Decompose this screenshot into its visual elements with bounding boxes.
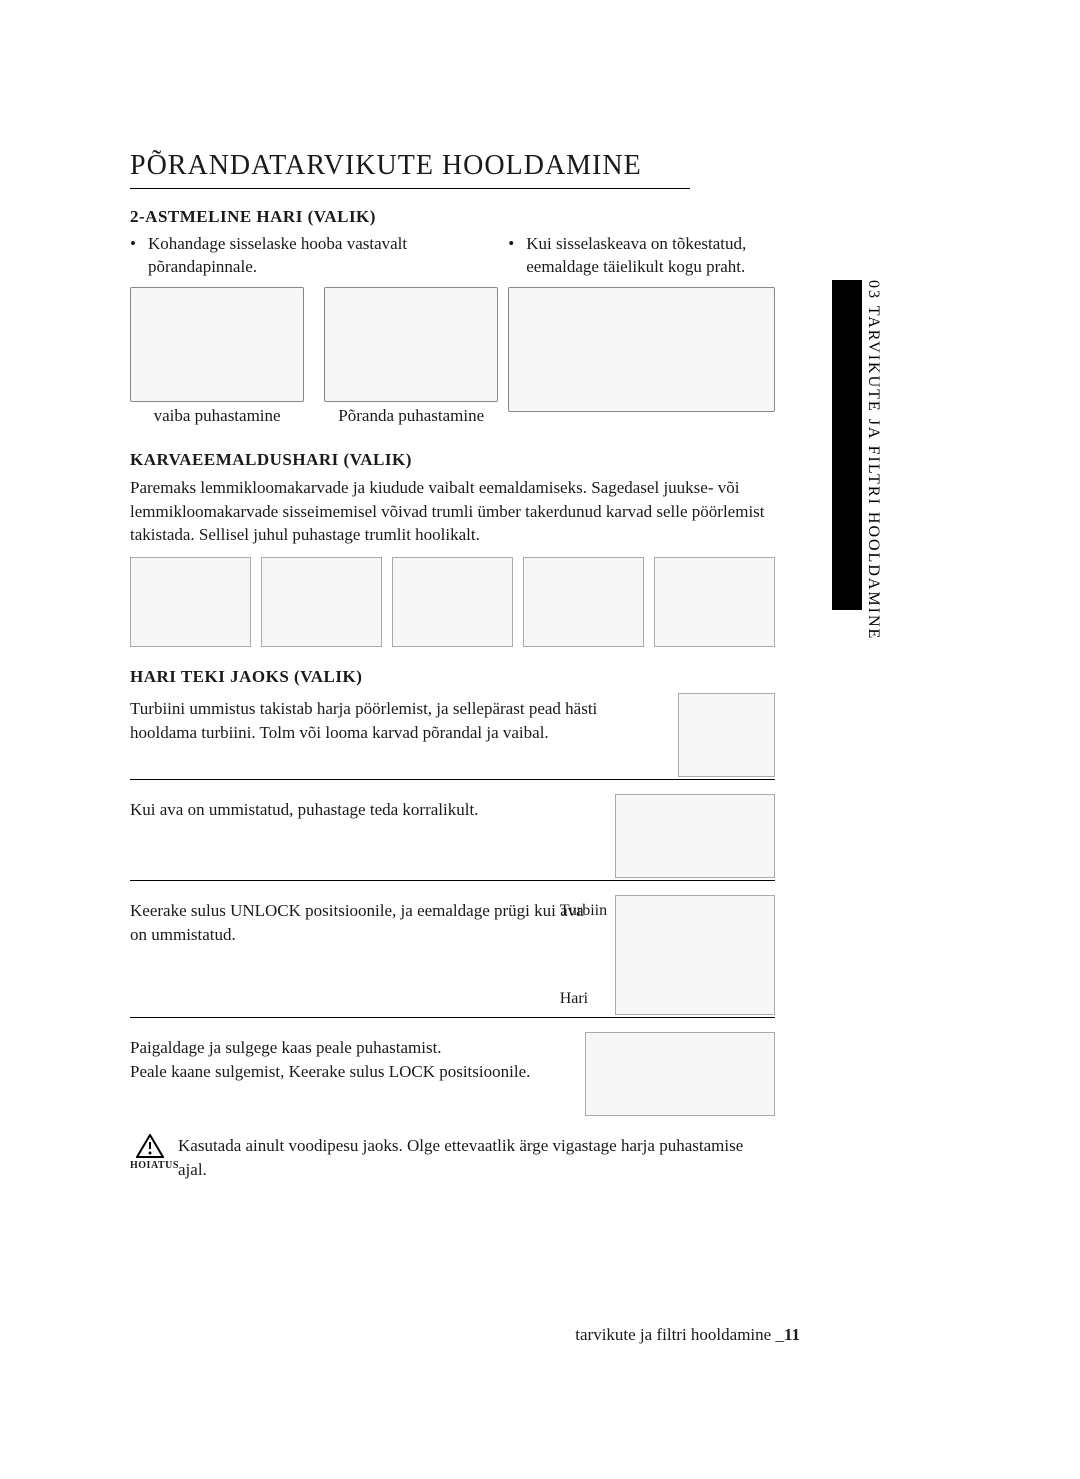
illustration-lock-cover: [585, 1032, 775, 1116]
warning-text: Kasutada ainult voodipesu jaoks. Olge et…: [178, 1134, 775, 1182]
illustration-turbine-brush: [678, 693, 775, 777]
step-row: Paigaldage ja sulgege kaas peale puhasta…: [130, 1032, 775, 1118]
manual-page: 03 TARVIKUTE JA FILTRI HOOLDAMINE PÕRAND…: [0, 0, 1080, 1479]
page-footer: tarvikute ja filtri hooldamine _11: [575, 1325, 800, 1345]
image-label-bottom: Hari: [560, 990, 588, 1008]
content-area: 2-ASTMELINE HARI (VALIK) • Kohandage sis…: [130, 207, 775, 1182]
step-text: Keerake sulus UNLOCK positsioonile, ja e…: [130, 895, 605, 1015]
bullet-dot: •: [130, 233, 138, 279]
section2-body: Paremaks lemmikloomakarvade ja kiudude v…: [130, 476, 775, 547]
section3-heading: HARI TEKI JAOKS (VALIK): [130, 667, 775, 687]
caption-row: vaiba puhastamine Põranda puhastamine: [130, 406, 498, 426]
warning-tag: HOIATUS: [130, 1160, 170, 1171]
warning-icon-block: HOIATUS: [130, 1134, 170, 1182]
caption-right: Põranda puhastamine: [324, 406, 498, 426]
step-text: Kui ava on ummistatud, puhastage teda ko…: [130, 794, 605, 878]
step-row: Kui ava on ummistatud, puhastage teda ko…: [130, 794, 775, 881]
step-row: Turbiini ummistus takistab harja pöörlem…: [130, 693, 775, 780]
illustration-clean-opening: [615, 794, 775, 878]
step-text: Paigaldage ja sulgege kaas peale puhasta…: [130, 1032, 575, 1116]
bullet-dot: •: [508, 233, 516, 279]
illustration-pet-brush-step: [130, 557, 251, 647]
image-row: [130, 287, 498, 402]
section1-heading: 2-ASTMELINE HARI (VALIK): [130, 207, 775, 227]
bullet-text: Kui sisselaskeava on tõkestatud, eemalda…: [526, 233, 775, 279]
section2-heading: KARVAEEMALDUSHARI (VALIK): [130, 450, 775, 470]
warning-block: HOIATUS Kasutada ainult voodipesu jaoks.…: [130, 1134, 775, 1182]
illustration-pet-brush-step: [654, 557, 775, 647]
section-tab-label: 03 TARVIKUTE JA FILTRI HOOLDAMINE: [864, 280, 882, 640]
illustration-unlock-turbine: Turbiin Hari: [615, 895, 775, 1015]
section-tab: [832, 280, 862, 610]
illustration-clear-inlet: [508, 287, 775, 412]
warning-triangle-icon: [136, 1134, 164, 1158]
image-strip: [130, 557, 775, 647]
illustration-floor-brush: [324, 287, 498, 402]
footer-text: tarvikute ja filtri hooldamine _: [575, 1325, 784, 1344]
illustration-pet-brush-step: [523, 557, 644, 647]
bullet-item: • Kohandage sisselaske hooba vastavalt p…: [130, 233, 498, 279]
illustration-carpet-brush: [130, 287, 304, 402]
illustration-pet-brush-step: [392, 557, 513, 647]
section1-col-left: • Kohandage sisselaske hooba vastavalt p…: [130, 233, 498, 426]
page-title: PÕRANDATARVIKUTE HOOLDAMINE: [130, 150, 690, 189]
section1-col-right: • Kui sisselaskeava on tõkestatud, eemal…: [508, 233, 775, 426]
bullet-text: Kohandage sisselaske hooba vastavalt põr…: [148, 233, 498, 279]
caption-left: vaiba puhastamine: [130, 406, 304, 426]
image-label-top: Turbiin: [560, 902, 607, 920]
section1-columns: • Kohandage sisselaske hooba vastavalt p…: [130, 233, 775, 426]
bullet-item: • Kui sisselaskeava on tõkestatud, eemal…: [508, 233, 775, 279]
illustration-pet-brush-step: [261, 557, 382, 647]
step-text: Turbiini ummistus takistab harja pöörlem…: [130, 693, 668, 777]
step-row: Keerake sulus UNLOCK positsioonile, ja e…: [130, 895, 775, 1018]
page-number: 11: [784, 1325, 800, 1344]
